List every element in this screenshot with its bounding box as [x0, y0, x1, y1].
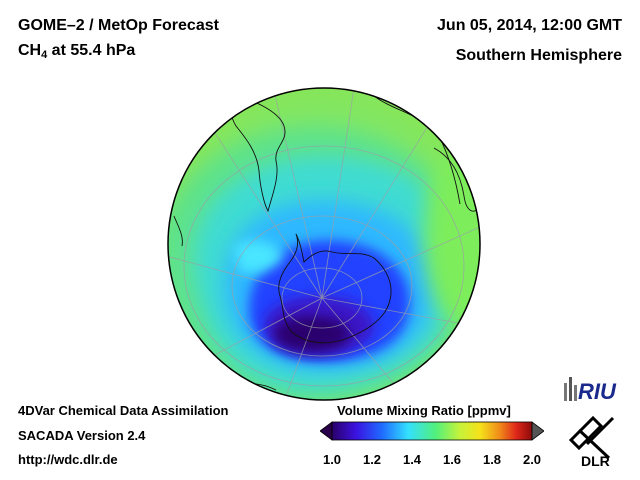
dlr-logo: DLR [568, 415, 615, 469]
footer-line1: 4DVar Chemical Data Assimilation [18, 403, 229, 418]
footer-url[interactable]: http://wdc.dlr.de [18, 452, 118, 467]
title-line1: GOME–2 / MetOp Forecast [18, 17, 219, 34]
colorbar-tick-label: 1.2 [362, 452, 382, 467]
species-subscript: 4 [41, 49, 48, 61]
colorbar-tick-label: 1.4 [402, 452, 422, 467]
globe-map [167, 87, 481, 401]
hemisphere-label: Southern Hemisphere [455, 47, 622, 64]
forecast-datetime: Jun 05, 2014, 12:00 GMT [437, 17, 622, 34]
footer-line2: SACADA Version 2.4 [18, 428, 146, 443]
species-main: CH [18, 42, 42, 59]
colorbar-tick-label: 1.6 [442, 452, 462, 467]
riu-logo-text: RIU [578, 379, 617, 404]
dlr-logo-text: DLR [581, 453, 610, 469]
colorbar-title: Volume Mixing Ratio [ppmv] [337, 403, 511, 418]
riu-logo: RIU [564, 377, 617, 404]
colorbar-tick-label: 1.8 [482, 452, 502, 467]
colorbar-tick-label: 2.0 [522, 452, 542, 467]
title-line2: CH4 at 55.4 hPa [18, 42, 135, 61]
colorbar [320, 421, 544, 441]
colorbar-tick-label: 1.0 [322, 452, 342, 467]
species-pressure: at 55.4 hPa [47, 42, 136, 59]
